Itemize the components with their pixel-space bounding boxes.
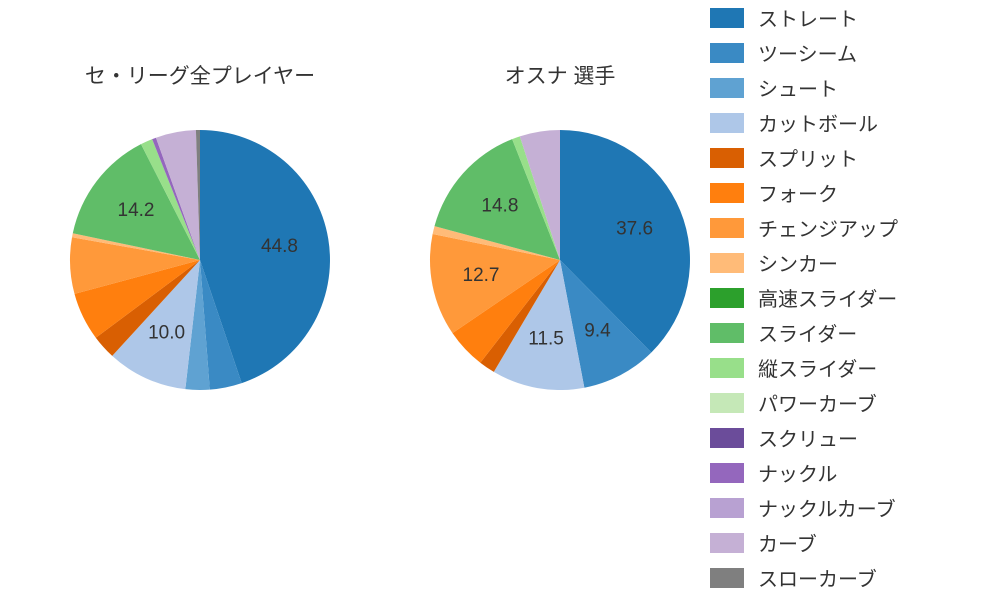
legend-item: シンカー [710,245,990,280]
legend-label: パワーカーブ [758,388,877,417]
legend-swatch [710,183,744,203]
legend-label: スローカーブ [758,563,877,592]
legend-label: シュート [758,73,838,102]
legend-label: シンカー [758,248,838,277]
legend-swatch [710,78,744,98]
legend-item: スプリット [710,140,990,175]
legend-swatch [710,428,744,448]
legend-label: スプリット [758,143,858,172]
legend-swatch [710,463,744,483]
legend-swatch [710,8,744,28]
legend-item: 縦スライダー [710,350,990,385]
legend-swatch [710,43,744,63]
legend-item: パワーカーブ [710,385,990,420]
legend-item: ナックルカーブ [710,490,990,525]
legend-swatch [710,113,744,133]
legend-swatch [710,498,744,518]
legend-label: フォーク [758,178,838,207]
legend-item: チェンジアップ [710,210,990,245]
legend-item: カットボール [710,105,990,140]
slice-label: 9.4 [584,320,611,341]
legend-label: ナックルカーブ [758,493,896,522]
legend-item: ツーシーム [710,35,990,70]
legend-item: スローカーブ [710,560,990,595]
legend-item: スクリュー [710,420,990,455]
legend-label: スクリュー [758,423,858,452]
legend-label: ストレート [758,3,858,32]
legend-swatch [710,568,744,588]
legend-swatch [710,218,744,238]
legend-item: ナックル [710,455,990,490]
slice-label: 14.8 [481,195,518,216]
slice-label: 44.8 [261,236,298,257]
chart-title: オスナ 選手 [505,60,616,90]
pie-holder: 44.8 10.0 14.2 [60,110,340,390]
chart-container: セ・リーグ全プレイヤー 44.8 10.0 14.2 オスナ 選手 37.6 9.4 11.5… [0,0,1000,600]
chart-player: オスナ 選手 37.6 9.4 11.5 12.7 14.8 [420,60,700,600]
chart-title: セ・リーグ全プレイヤー [85,60,315,90]
legend-label: ツーシーム [758,38,857,67]
legend-swatch [710,323,744,343]
legend-item: ストレート [710,0,990,35]
legend-item: 高速スライダー [710,280,990,315]
legend-swatch [710,253,744,273]
legend-swatch [710,393,744,413]
chart-league: セ・リーグ全プレイヤー 44.8 10.0 14.2 [60,60,340,600]
legend-label: スライダー [758,318,857,347]
legend-label: カットボール [758,108,878,137]
pie-holder: 37.6 9.4 11.5 12.7 14.8 [420,110,700,390]
slice-label: 11.5 [528,328,564,349]
legend-swatch [710,533,744,553]
legend-label: ナックル [758,458,837,487]
legend-item: シュート [710,70,990,105]
legend-label: カーブ [758,528,817,557]
legend-label: チェンジアップ [758,213,898,242]
legend-item: スライダー [710,315,990,350]
pie-chart-svg: 44.8 10.0 14.2 [60,110,340,390]
legend-swatch [710,148,744,168]
legend-item: カーブ [710,525,990,560]
legend-label: 縦スライダー [758,353,877,382]
slice-label: 12.7 [463,265,500,286]
slice-label: 10.0 [148,322,185,343]
legend: ストレートツーシームシュートカットボールスプリットフォークチェンジアップシンカー… [710,0,990,600]
slice-label: 37.6 [616,218,653,239]
legend-label: 高速スライダー [758,283,897,312]
legend-swatch [710,358,744,378]
legend-swatch [710,288,744,308]
pie-chart-svg: 37.6 9.4 11.5 12.7 14.8 [420,110,700,390]
legend-item: フォーク [710,175,990,210]
slice-label: 14.2 [118,200,155,221]
